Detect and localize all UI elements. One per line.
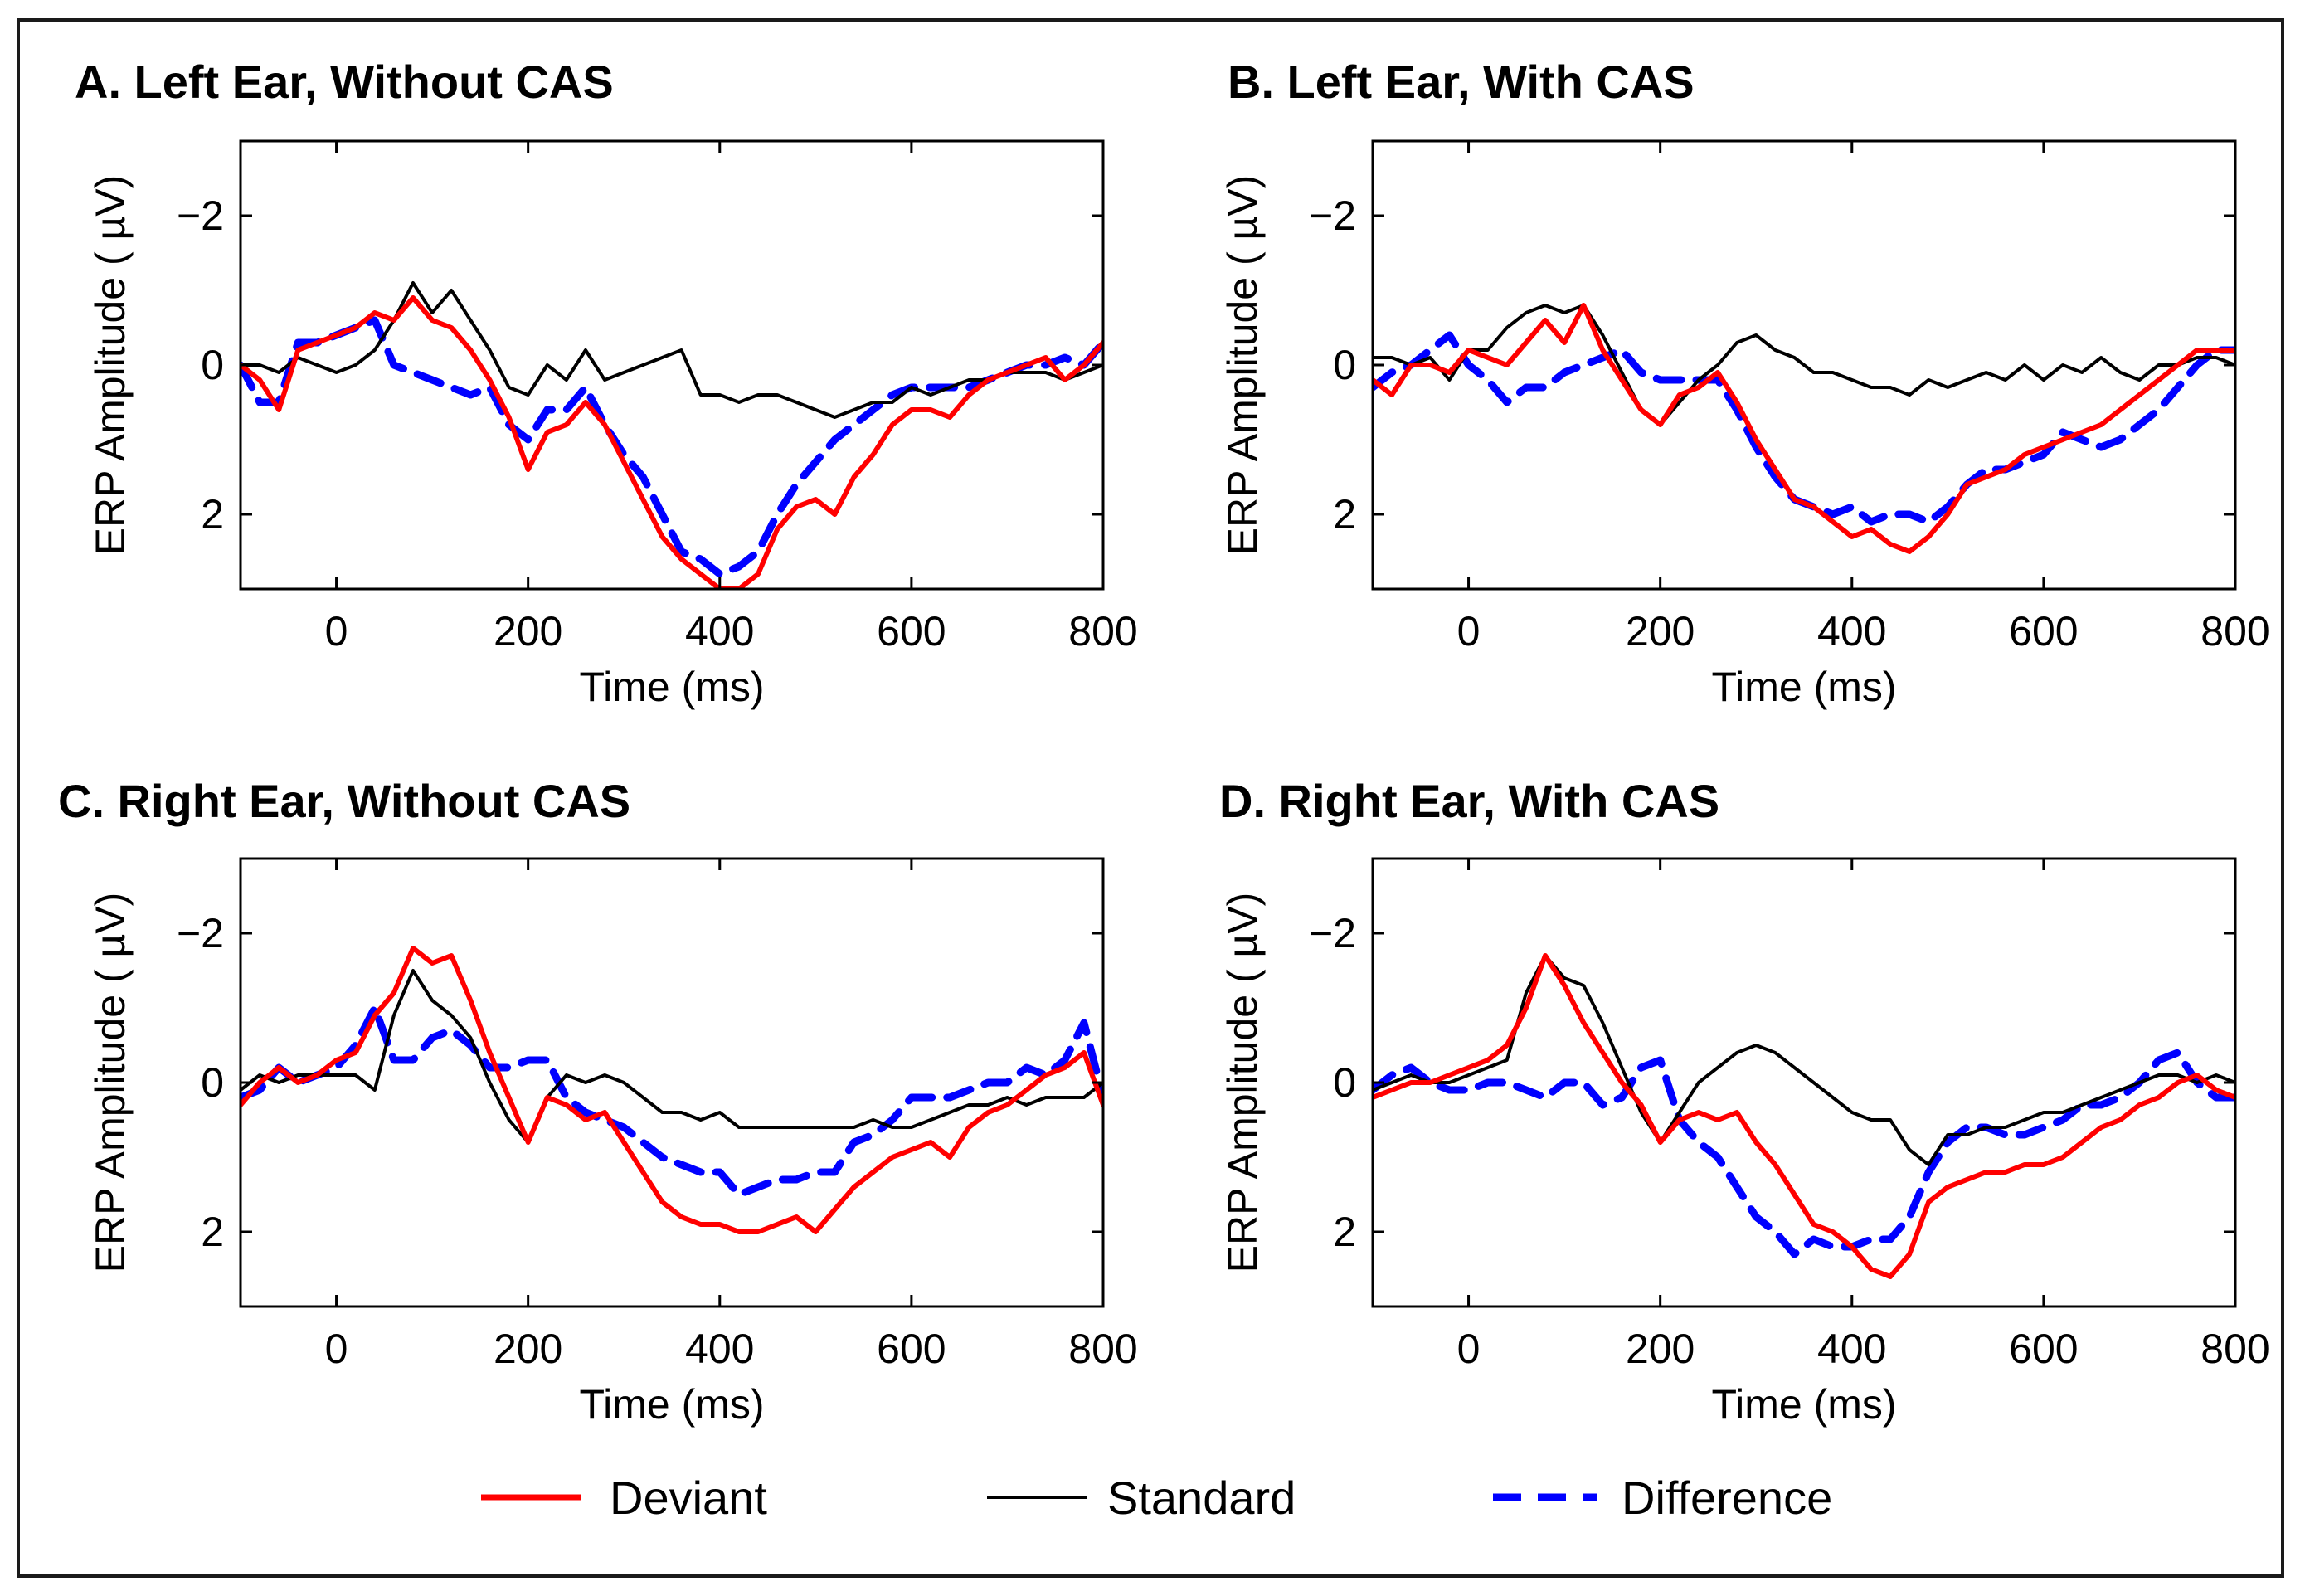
panel-b-xtick-label: 400 xyxy=(1817,608,1886,654)
panel-c-series-deviant xyxy=(241,946,1103,1234)
panel-c-xtick-label: 0 xyxy=(325,1326,348,1372)
panel-c-ytick-label: 2 xyxy=(201,1209,224,1255)
panel-a-xtick-label: 0 xyxy=(325,608,348,654)
panel-b-xtick-label: 0 xyxy=(1457,608,1481,654)
panel-b-ylabel: ERP Amplitude ( µV) xyxy=(1219,175,1266,556)
panel-a: A. Left Ear, Without CAS 0 200 400 600 800 −2 0… xyxy=(75,56,1138,710)
panel-a-xlabel: Time (ms) xyxy=(579,664,764,710)
panel-a-ylabel: ERP Amplitude ( µV) xyxy=(87,175,134,556)
panel-d: D. Right Ear, With CAS 0 200 400 600 800 −2 0 2 T… xyxy=(1219,775,2270,1428)
panel-d-xlabel: Time (ms) xyxy=(1711,1381,1896,1428)
panel-b-title: B. Left Ear, With CAS xyxy=(1228,56,1695,108)
panel-a-series-deviant xyxy=(241,295,1103,589)
panel-d-ytick-label: 2 xyxy=(1333,1209,1356,1255)
panel-d-series-deviant xyxy=(1373,953,2235,1279)
panel-c-series-difference xyxy=(241,1004,1103,1199)
panel-c-plot-area xyxy=(241,946,1103,1234)
panel-b-ytick-label: −2 xyxy=(1309,192,1356,239)
panel-a-plot-area xyxy=(241,281,1103,589)
panel-d-xtick-label: 200 xyxy=(1626,1326,1695,1372)
panel-d-title: D. Right Ear, With CAS xyxy=(1219,775,1719,827)
panel-b-ytick-label: 0 xyxy=(1333,342,1356,388)
panel-c-ylabel: ERP Amplitude ( µV) xyxy=(87,893,134,1273)
panel-a-series-standard xyxy=(241,281,1103,419)
panel-d-xtick-label: 400 xyxy=(1817,1326,1886,1372)
panel-d-xtick-label: 600 xyxy=(2009,1326,2078,1372)
panel-b-xtick-label: 200 xyxy=(1626,608,1695,654)
panel-b-series-deviant xyxy=(1373,303,2235,554)
panel-c-xlabel: Time (ms) xyxy=(579,1381,764,1428)
panel-b-series-standard xyxy=(1373,304,2235,426)
panel-c-xtick-label: 600 xyxy=(877,1326,946,1372)
panel-c-series-standard xyxy=(241,969,1103,1144)
panel-c-title: C. Right Ear, Without CAS xyxy=(58,775,630,827)
panel-d-ylabel: ERP Amplitude ( µV) xyxy=(1219,893,1266,1273)
panel-d-xtick-label: 800 xyxy=(2200,1326,2269,1372)
panel-d-plot-area xyxy=(1373,953,2235,1279)
panel-d-ytick-label: 0 xyxy=(1333,1059,1356,1106)
panel-c-xtick-label: 200 xyxy=(494,1326,562,1372)
panel-b-xtick-label: 800 xyxy=(2200,608,2269,654)
legend-label-deviant: Deviant xyxy=(610,1472,767,1524)
panel-a-ytick-label: −2 xyxy=(177,192,224,239)
panel-d-ytick-label: −2 xyxy=(1309,910,1356,956)
legend-label-standard: Standard xyxy=(1107,1472,1296,1524)
panel-a-xtick-label: 800 xyxy=(1068,608,1137,654)
panel-c-ytick-label: −2 xyxy=(177,910,224,956)
panel-c: C. Right Ear, Without CAS 0 200 400 600 800 −2… xyxy=(58,775,1138,1428)
figure-frame xyxy=(17,18,2284,1578)
panel-a-series-difference xyxy=(241,316,1103,578)
panel-b-xtick-label: 600 xyxy=(2009,608,2078,654)
panel-b-ytick-label: 2 xyxy=(1333,491,1356,538)
panel-a-ytick-label: 2 xyxy=(201,491,224,538)
panel-c-xtick-label: 800 xyxy=(1068,1326,1137,1372)
panel-a-title: A. Left Ear, Without CAS xyxy=(75,56,614,108)
legend: Deviant Standard Difference xyxy=(481,1472,1832,1524)
panel-b-plot-area xyxy=(1373,303,2235,554)
panel-d-series-difference xyxy=(1373,1049,2235,1258)
panel-b-xlabel: Time (ms) xyxy=(1711,664,1896,710)
panel-c-xtick-label: 400 xyxy=(685,1326,754,1372)
panel-a-xtick-label: 200 xyxy=(494,608,562,654)
legend-label-difference: Difference xyxy=(1622,1472,1832,1524)
panel-a-ytick-label: 0 xyxy=(201,342,224,388)
panel-a-xtick-label: 600 xyxy=(877,608,946,654)
panel-c-ytick-label: 0 xyxy=(201,1059,224,1106)
panel-b: B. Left Ear, With CAS 0 200 400 600 800 −2 0 2 Ti… xyxy=(1219,56,2270,710)
panel-a-xtick-label: 400 xyxy=(685,608,754,654)
panel-d-xtick-label: 0 xyxy=(1457,1326,1481,1372)
